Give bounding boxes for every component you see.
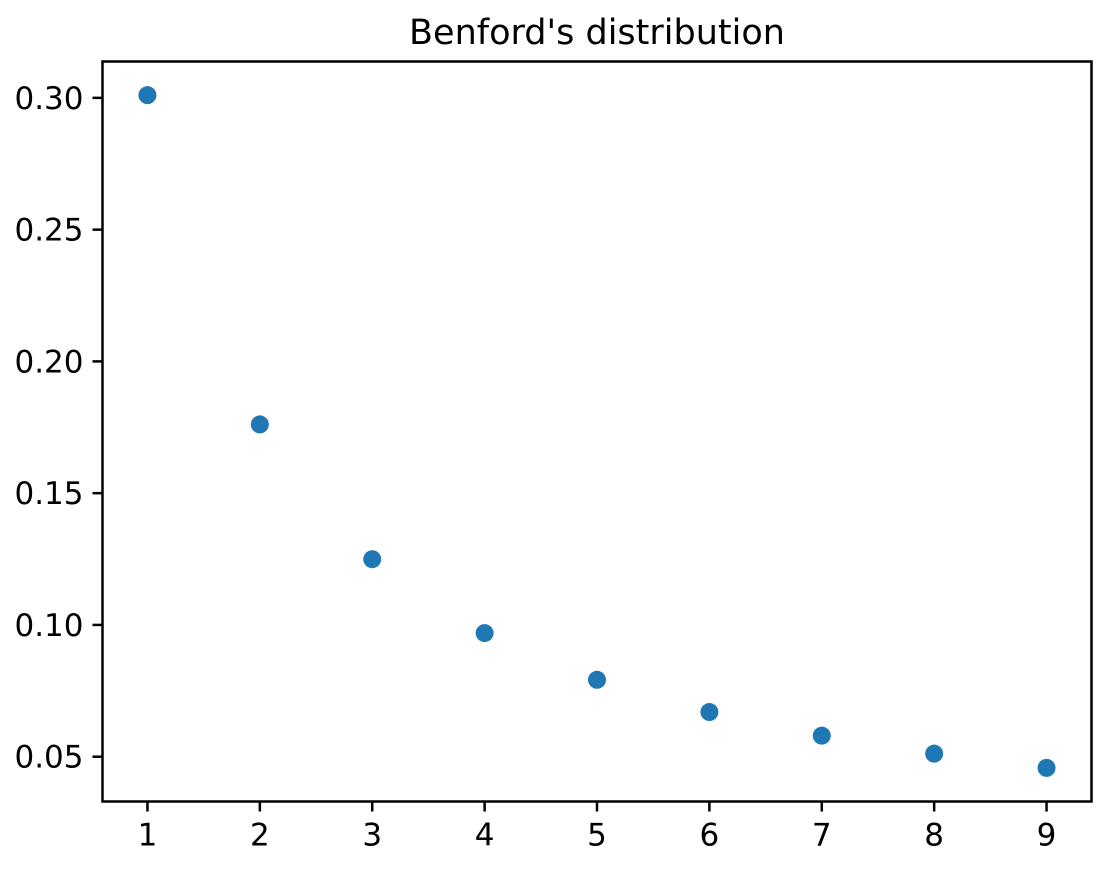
data-point (812, 726, 831, 745)
x-tick-label: 9 (1037, 818, 1057, 854)
y-tick-label: 0.10 (14, 608, 83, 644)
x-tick-label: 4 (475, 818, 495, 854)
y-tick-label: 0.05 (14, 740, 83, 776)
data-point (1037, 758, 1056, 777)
x-tick-label: 1 (138, 818, 158, 854)
data-point (475, 624, 494, 643)
plot-border (101, 60, 1093, 803)
x-tick-label: 7 (812, 818, 832, 854)
y-tick-label: 0.20 (14, 344, 83, 380)
data-point (588, 670, 606, 689)
x-tick-label: 2 (250, 818, 270, 854)
data-point (925, 744, 944, 763)
y-tick-label: 0.30 (14, 81, 83, 117)
data-point (363, 550, 382, 569)
x-tick-label: 8 (924, 818, 944, 854)
x-tick-label: 5 (587, 818, 607, 854)
x-tick-label: 6 (700, 818, 720, 854)
x-tick-label: 3 (362, 818, 382, 854)
chart-title: Benford's distribution (409, 13, 785, 53)
y-tick-label: 0.15 (14, 476, 83, 512)
y-tick-label: 0.25 (14, 213, 83, 249)
data-point (250, 415, 269, 434)
data-point (700, 703, 719, 722)
data-point (138, 86, 157, 105)
